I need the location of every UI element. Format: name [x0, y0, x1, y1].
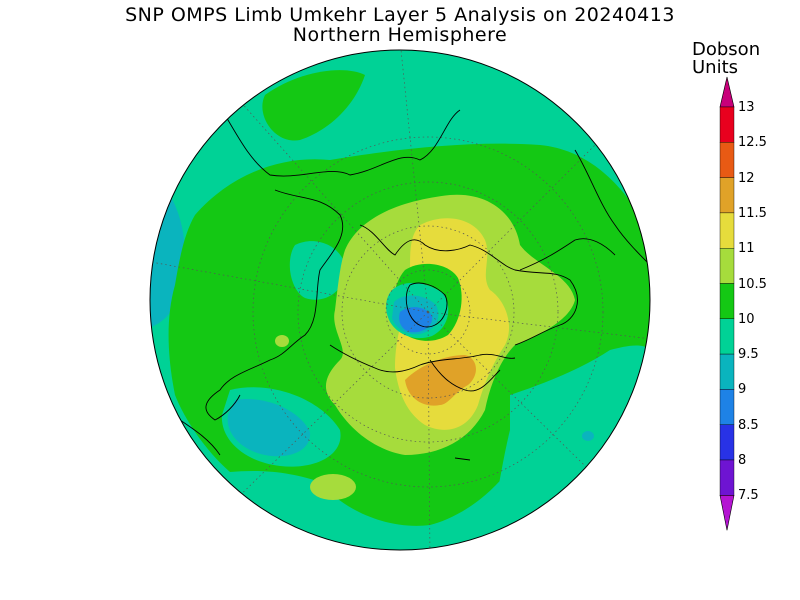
meridian: [427, 119, 621, 313]
colorbar-tick-label: 9: [738, 382, 747, 398]
coastline-scandinavia: [519, 238, 616, 271]
coastline-arctic-ocean: [359, 224, 578, 346]
colorbar-swatch: [719, 353, 735, 390]
colorbar-tick-label: 8.5: [738, 417, 759, 433]
colorbar-tick-label: 11: [738, 241, 755, 257]
colorbar-bottom-cap: [719, 495, 735, 531]
colorbar-units-line-2: Units: [692, 57, 739, 78]
field-level-9-spot-east: [582, 431, 594, 441]
colorbar-swatch: [719, 142, 735, 178]
coastline-asia-north: [224, 109, 461, 177]
coastline-islands: [454, 457, 471, 461]
latitude-circle: [297, 181, 559, 443]
colorbar-swatch: [719, 106, 735, 143]
coastline-north-america: [329, 344, 516, 373]
field-level-11-5: [405, 355, 476, 406]
colorbar-tick-label: 10.5: [738, 276, 767, 292]
meridian: [150, 259, 429, 313]
colorbar-tick-label: 7.5: [738, 488, 759, 504]
colorbar-swatch: [719, 389, 735, 425]
latitude-circle: [385, 269, 471, 355]
colorbar-swatch: [719, 212, 735, 249]
colorbar-top-cap: [719, 76, 735, 108]
meridian: [399, 50, 429, 313]
coastline-canada: [429, 359, 501, 392]
colorbar-swatch: [719, 247, 735, 284]
meridian: [427, 311, 431, 550]
colorbar-swatch: [719, 459, 735, 496]
field-level-10-5-blob: [310, 474, 356, 500]
ozone-field: [150, 50, 650, 550]
colorbar-swatch: [719, 177, 735, 214]
coastline-asia-east: [205, 189, 344, 421]
colorbar-units-line-1: Dobson: [692, 39, 761, 60]
map-title: SNP OMPS Limb Umkehr Layer 5 Analysis on…: [125, 4, 675, 26]
colorbar-tick-label: 12.5: [738, 135, 767, 151]
field-level-9-5-west-pocket: [289, 241, 346, 300]
colorbar-tick-label: 11.5: [738, 205, 767, 221]
coastline-greenland-arctic: [405, 282, 448, 328]
colorbar-tick-label: 13: [738, 100, 755, 115]
meridian: [427, 311, 650, 341]
coastline-japan: [179, 419, 221, 456]
colorbar: [719, 76, 735, 531]
hemisphere-boundary: [149, 49, 651, 551]
colorbar-tick-label: 8: [738, 453, 747, 468]
latitude-circle: [252, 136, 604, 488]
colorbar-swatch: [719, 318, 735, 355]
colorbar-tick-label: 9.5: [738, 347, 759, 363]
meridian: [229, 89, 429, 313]
colorbar-tick-label: 12: [738, 170, 755, 186]
field-level-8-5-center: [399, 307, 433, 333]
field-level-9-pocket: [227, 399, 311, 457]
colorbar-swatch: [719, 424, 735, 461]
graticule: [150, 50, 650, 550]
colorbar-swatch: [719, 283, 735, 319]
map-subtitle: Northern Hemisphere: [292, 24, 508, 46]
latitude-circle: [341, 225, 515, 399]
coastline-europe: [574, 149, 650, 266]
colorbar-tick-label: 10: [738, 311, 755, 327]
coastlines: [179, 109, 650, 461]
field-level-10-north: [262, 70, 365, 141]
field-level-10-5-spot: [275, 335, 289, 347]
